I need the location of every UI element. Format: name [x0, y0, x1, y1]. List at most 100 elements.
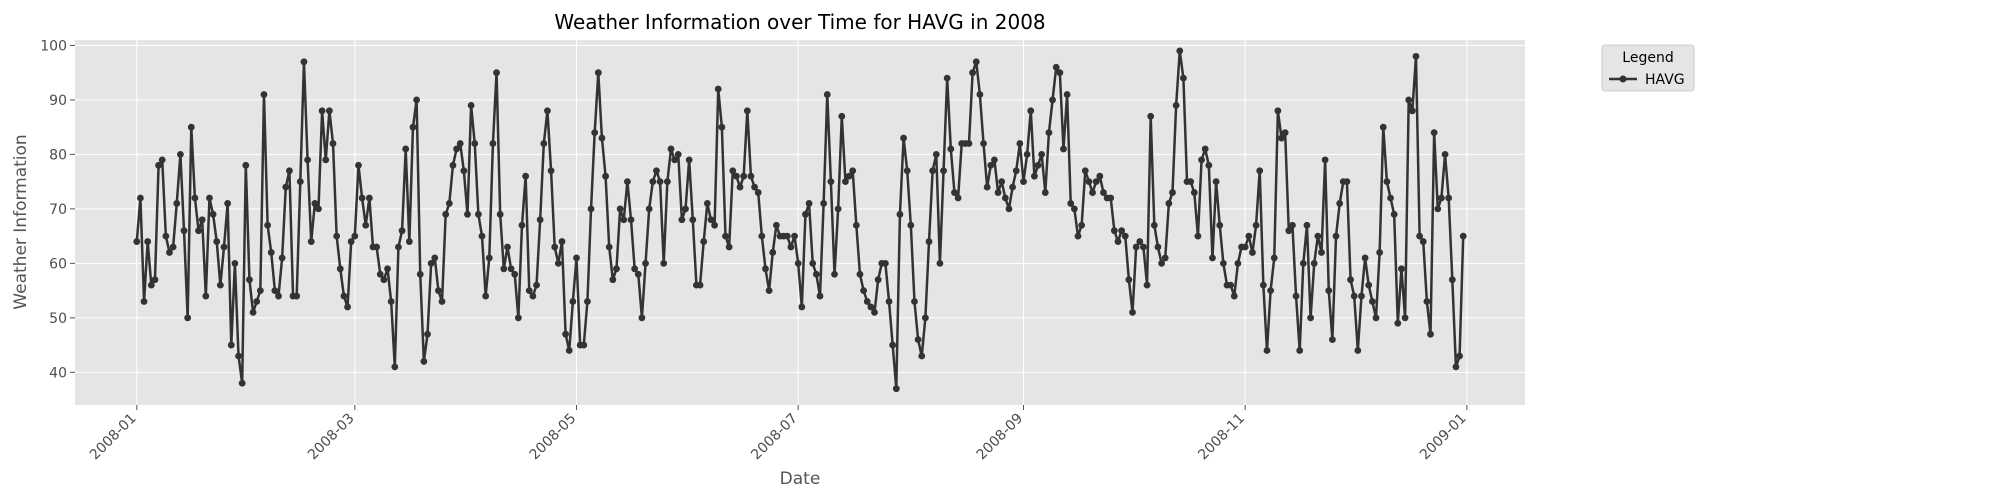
data-point: [1387, 194, 1394, 202]
data-point: [1358, 292, 1365, 300]
data-point: [845, 172, 853, 180]
data-point: [1427, 330, 1434, 338]
data-point: [180, 227, 188, 235]
data-point: [1405, 96, 1413, 104]
data-point: [1325, 287, 1333, 294]
x-tick-label: 2008-09: [974, 411, 1027, 464]
data-point: [703, 200, 711, 207]
legend-label-havg: HAVG: [1645, 72, 1685, 88]
data-point: [1165, 200, 1173, 207]
data-point: [333, 232, 341, 240]
data-point: [707, 216, 715, 224]
data-point: [551, 243, 559, 251]
data-point: [729, 167, 737, 175]
data-point: [391, 363, 399, 371]
data-point: [954, 194, 962, 202]
data-point: [1140, 243, 1147, 251]
data-point: [162, 232, 170, 240]
data-point: [224, 200, 232, 207]
data-point: [623, 178, 631, 186]
data-point: [1067, 200, 1075, 207]
data-point: [969, 69, 977, 77]
data-point: [453, 145, 460, 153]
data-point: [1343, 178, 1351, 186]
data-point: [533, 281, 540, 289]
data-point: [1245, 232, 1253, 240]
data-point: [235, 352, 242, 360]
data-point: [1034, 161, 1042, 169]
data-point: [340, 292, 348, 300]
data-point: [660, 259, 668, 267]
data-point: [1263, 347, 1271, 354]
data-point: [809, 259, 817, 267]
data-point: [1169, 189, 1176, 196]
data-point: [474, 210, 482, 218]
data-point: [998, 178, 1006, 186]
data-point: [1347, 276, 1354, 284]
y-tick-label: 60: [49, 256, 67, 272]
data-point: [325, 107, 333, 115]
data-point: [380, 276, 388, 284]
data-point: [1016, 140, 1024, 147]
data-point: [794, 259, 802, 267]
data-point: [1336, 200, 1344, 207]
data-point: [885, 298, 893, 305]
data-point: [147, 281, 155, 289]
data-point: [1361, 254, 1369, 262]
data-point: [1060, 145, 1067, 153]
data-point: [671, 156, 679, 164]
data-point: [525, 287, 533, 294]
data-point: [892, 385, 900, 393]
data-point: [1408, 107, 1416, 115]
data-point: [1096, 172, 1104, 180]
data-point: [246, 276, 253, 284]
data-point: [649, 178, 657, 186]
data-point: [231, 259, 239, 267]
data-point: [1314, 232, 1322, 240]
data-point: [1438, 194, 1445, 202]
data-point: [1274, 107, 1282, 115]
data-point: [176, 151, 184, 158]
data-point: [431, 254, 439, 262]
data-point: [282, 183, 290, 191]
data-point: [405, 238, 413, 245]
data-point: [1009, 183, 1016, 191]
data-point: [427, 259, 435, 267]
data-point: [965, 140, 973, 147]
data-point: [827, 178, 835, 186]
data-point: [798, 303, 806, 311]
data-point: [994, 189, 1002, 196]
data-point: [565, 347, 573, 354]
data-point: [1012, 167, 1020, 175]
data-point: [336, 265, 344, 273]
data-point: [1452, 363, 1460, 371]
data-point: [151, 276, 159, 284]
data-point: [852, 221, 860, 229]
data-point: [1176, 47, 1184, 55]
data-point: [376, 270, 384, 278]
data-point: [1081, 167, 1089, 175]
data-point: [1158, 259, 1165, 267]
data-point: [907, 221, 915, 229]
data-point: [504, 243, 511, 251]
data-point: [1056, 69, 1064, 77]
data-point: [921, 314, 929, 322]
data-point: [467, 101, 475, 109]
data-point: [896, 210, 904, 218]
data-point: [1379, 123, 1387, 131]
data-point: [642, 259, 649, 267]
data-point: [293, 292, 301, 300]
data-point: [791, 232, 798, 240]
data-point: [1045, 129, 1053, 137]
data-point: [464, 210, 471, 218]
data-point: [1147, 112, 1155, 120]
data-point: [1459, 232, 1467, 240]
data-point: [980, 140, 987, 147]
data-point: [653, 167, 660, 175]
data-point: [365, 194, 373, 202]
data-point: [940, 167, 947, 175]
data-point: [144, 238, 152, 245]
data-point: [951, 189, 958, 196]
data-point: [1125, 276, 1133, 284]
